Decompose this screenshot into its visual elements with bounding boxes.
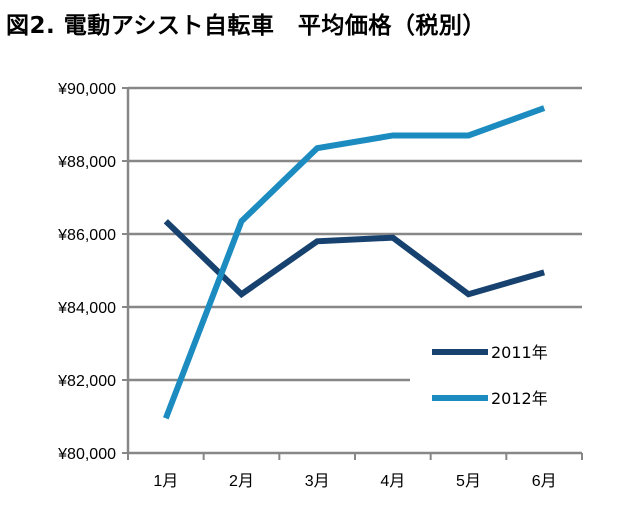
y-tick-label: ¥86,000 bbox=[57, 227, 116, 244]
y-tick-label: ¥80,000 bbox=[57, 446, 116, 463]
axes bbox=[122, 87, 583, 460]
x-tick-label: 6月 bbox=[532, 473, 557, 490]
legend-label-1: 2011年 bbox=[491, 343, 548, 362]
y-tick-label: ¥88,000 bbox=[57, 154, 116, 171]
y-axis-tick-labels: ¥80,000 ¥82,000 ¥84,000 ¥86,000 ¥88,000 ¥90,0… bbox=[57, 81, 116, 463]
x-axis-tick-labels: 1月 2月 3月 4月 5月 6月 bbox=[153, 473, 556, 490]
legend: 2011年 2012年 bbox=[432, 343, 548, 408]
y-tick-label: ¥90,000 bbox=[57, 81, 116, 98]
y-tick-label: ¥84,000 bbox=[57, 300, 116, 317]
series-line-1 bbox=[163, 219, 546, 299]
chart-title: 図2. 電動アシスト自転車 平均価格（税別） bbox=[6, 13, 486, 39]
series-lines bbox=[163, 105, 546, 420]
x-tick-label: 4月 bbox=[380, 473, 405, 490]
x-tick-label: 5月 bbox=[456, 473, 481, 490]
series-line-2 bbox=[163, 105, 546, 420]
gridlines bbox=[128, 86, 582, 382]
y-tick-label: ¥82,000 bbox=[57, 373, 116, 390]
x-tick-label: 2月 bbox=[229, 473, 254, 490]
x-tick-label: 3月 bbox=[305, 473, 330, 490]
legend-label-2: 2012年 bbox=[491, 389, 548, 408]
x-tick-label: 1月 bbox=[153, 473, 178, 490]
